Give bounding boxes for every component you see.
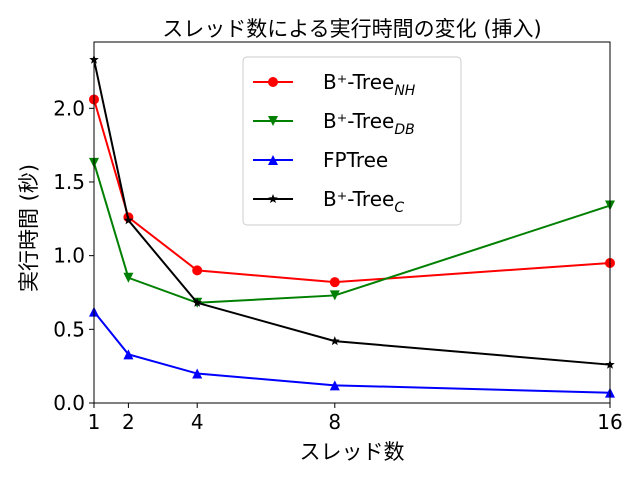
circle-marker [268, 77, 278, 87]
x-tick-label: 16 [597, 410, 622, 434]
y-tick-label: 2.0 [53, 96, 85, 120]
legend-item: B⁺-TreeDB [253, 109, 415, 138]
legend-label: B⁺-TreeC [323, 187, 404, 216]
y-tick-label: 0.5 [53, 317, 85, 341]
legend-item: B⁺-TreeC [253, 187, 404, 216]
star-marker [330, 336, 340, 346]
legend-item: B⁺-TreeNH [253, 70, 416, 99]
series-fptree [89, 306, 615, 398]
legend-label: B⁺-TreeNH [323, 70, 416, 99]
legend-label-subscript: NH [394, 83, 415, 99]
y-tick-label: 0.0 [53, 391, 85, 415]
chart-title: スレッド数による実行時間の変化 (挿入) [162, 17, 541, 41]
star-marker [192, 297, 202, 307]
star-marker [123, 215, 134, 225]
series-line [93, 311, 611, 394]
legend-label-subscript: C [394, 200, 404, 216]
legend-label: B⁺-TreeDB [323, 109, 415, 138]
plot-frame [93, 41, 611, 404]
triangle-up-marker [123, 349, 134, 360]
plot-area: 1 2 4 8 16 0.0 0.5 1.0 1.5 2.0 [53, 54, 623, 434]
triangle-up-marker [268, 155, 278, 165]
legend-label-name: B⁺-Tree [323, 70, 394, 94]
triangle-up-marker [329, 380, 340, 391]
legend-label: FPTree [323, 148, 388, 172]
triangle-down-marker [329, 290, 340, 301]
triangle-down-marker [123, 272, 134, 283]
x-tick-label: 8 [328, 410, 341, 434]
x-axis-title: スレッド数 [300, 440, 405, 464]
legend-label-name: B⁺-Tree [323, 109, 394, 133]
x-tick-label: 4 [191, 410, 204, 434]
triangle-down-marker [268, 116, 278, 126]
star-marker [268, 194, 278, 204]
legend-label-name: FPTree [323, 148, 388, 172]
triangle-up-marker [192, 368, 203, 379]
legend-item: FPTree [253, 148, 388, 172]
legend-box [242, 56, 462, 226]
y-tick-label: 1.5 [53, 170, 85, 194]
y-axis-title: 実行時間 (秒) [17, 164, 41, 292]
legend-label-subscript: DB [394, 122, 414, 138]
x-tick-label: 2 [122, 410, 135, 434]
legend-label-name: B⁺-Tree [323, 187, 394, 211]
circle-marker [192, 265, 203, 276]
x-tick-label: 1 [88, 410, 101, 434]
circle-marker [329, 277, 340, 288]
y-tick-label: 1.0 [53, 244, 85, 268]
